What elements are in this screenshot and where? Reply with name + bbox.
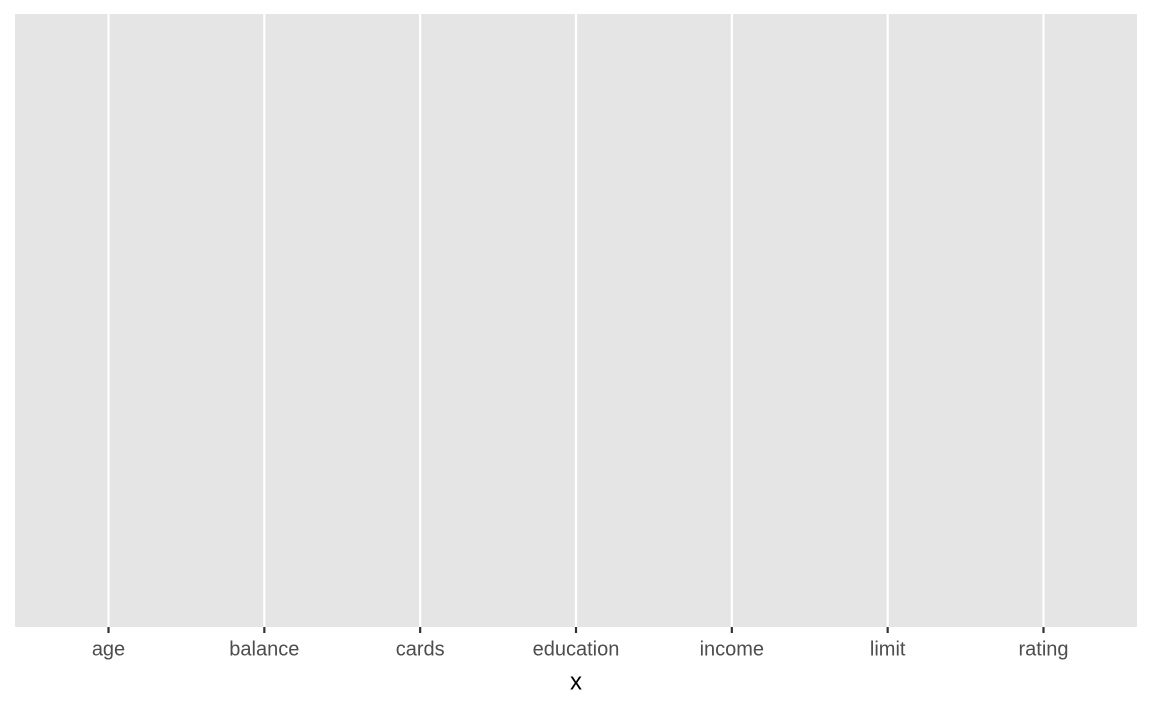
x-tick-label: education [533,638,620,660]
x-axis-title: x [570,668,582,695]
x-tick-label: balance [229,638,299,660]
x-tick-label: income [700,638,764,660]
x-tick-label: rating [1018,638,1068,660]
x-tick-label: age [92,638,125,660]
x-tick-label: cards [396,638,445,660]
x-tick-label: limit [870,638,906,660]
